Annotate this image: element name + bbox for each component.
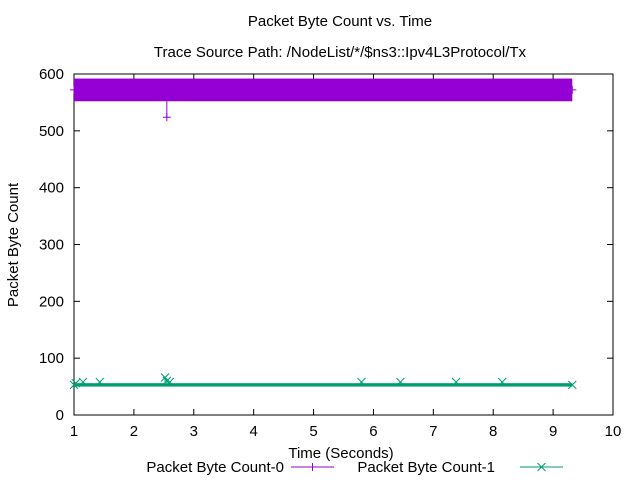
x-tick-label: 6 <box>369 423 377 440</box>
series-0-outlier-point <box>162 113 171 122</box>
legend-item-0: Packet Byte Count-0 <box>146 459 334 476</box>
series-0-point <box>568 85 577 94</box>
series-1-outlier-point <box>95 377 105 387</box>
series-1-outlier-point <box>162 376 172 386</box>
y-tick-label: 400 <box>39 180 64 197</box>
x-tick-label: 3 <box>190 423 198 440</box>
y-tick-label: 100 <box>39 350 64 367</box>
series-0 <box>70 78 577 122</box>
series-0-band <box>74 78 573 102</box>
x-tick-label: 4 <box>249 423 257 440</box>
chart-title: Packet Byte Count vs. Time <box>248 13 432 30</box>
legend-swatch-marker <box>308 463 317 471</box>
y-axis-label: Packet Byte Count <box>5 182 22 307</box>
series-1-outlier-point <box>165 377 175 387</box>
series-0-point <box>70 85 78 94</box>
y-tick-label: 0 <box>56 407 64 424</box>
y-tick-label: 600 <box>39 66 64 83</box>
plot-frame <box>73 73 614 416</box>
y-tick-label: 500 <box>39 123 64 140</box>
series-1-outlier-point <box>451 377 461 387</box>
x-tick-label: 8 <box>489 423 497 440</box>
legend-label: Packet Byte Count-0 <box>146 459 284 476</box>
series-1-outlier-point <box>357 377 366 387</box>
x-tick-label: 9 <box>549 423 557 440</box>
x-tick-label: 2 <box>130 423 138 440</box>
y-tick-label: 200 <box>39 293 64 310</box>
series-1-band <box>74 383 573 387</box>
chart-subtitle: Trace Source Path: /NodeList/*/$ns3::Ipv… <box>154 44 527 61</box>
series-1 <box>69 373 577 390</box>
x-tick-label: 7 <box>429 423 437 440</box>
series-1-outlier-point <box>71 378 81 388</box>
series-1-outlier-point <box>78 377 88 387</box>
legend-label: Packet Byte Count-1 <box>357 459 495 476</box>
series-1-outlier-point <box>396 377 405 387</box>
legend-swatch-marker <box>537 462 546 472</box>
x-tick-label: 1 <box>70 423 78 440</box>
x-tick-label: 10 <box>605 423 622 440</box>
x-axis-label: Time (Seconds) <box>288 445 393 462</box>
series-1-point <box>567 380 577 390</box>
x-tick-label: 5 <box>309 423 317 440</box>
series-1-outlier-point <box>497 377 507 387</box>
legend-item-1: Packet Byte Count-1 <box>357 459 563 476</box>
y-tick-label: 300 <box>39 237 64 254</box>
